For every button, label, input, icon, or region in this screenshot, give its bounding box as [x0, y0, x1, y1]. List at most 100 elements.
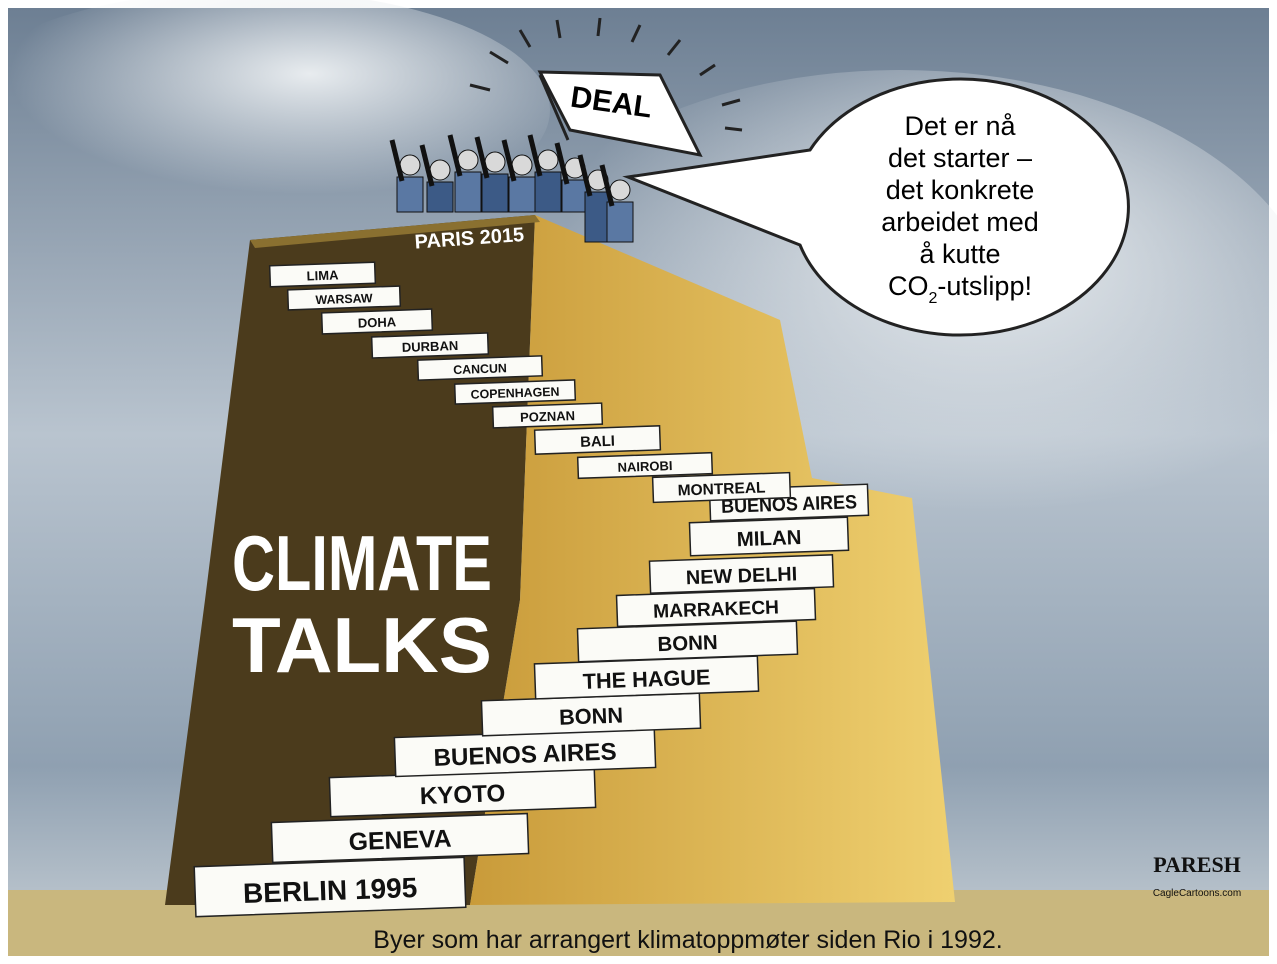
step-label: CANCUN [453, 361, 507, 377]
shine-lines [469, 17, 743, 132]
delegate-head [511, 154, 533, 176]
step-label: BALI [580, 434, 615, 451]
delegate-body [481, 173, 509, 213]
delegate-head [484, 151, 506, 173]
step: MONTREAL [651, 471, 792, 504]
step-label: MONTREAL [677, 479, 765, 499]
speech-line: CO2-utslipp! [888, 271, 1032, 307]
step-box [193, 856, 467, 918]
step-label: DOHA [358, 314, 397, 330]
cliff-top [250, 215, 540, 248]
flag: DEAL [537, 70, 703, 158]
step-box [370, 332, 490, 359]
step: KYOTO [328, 767, 597, 818]
title-line: CLIMATE [232, 519, 492, 607]
delegate-arm [501, 139, 517, 182]
step-box [416, 355, 544, 381]
credit: CagleCartoons.com [1153, 888, 1241, 899]
step-label: NAIROBI [617, 458, 672, 475]
step-label: DURBAN [402, 338, 459, 355]
step: BUENOS AIRES [393, 727, 657, 778]
step-label: THE HAGUE [582, 664, 711, 693]
step-box [491, 402, 604, 429]
step-label: BONN [657, 631, 718, 656]
delegate-body [606, 201, 634, 243]
speech-line: arbeidet med [881, 207, 1039, 237]
step: BERLIN 1995 [193, 856, 467, 918]
delegate-arm [389, 139, 405, 182]
step-label: NEW DELHI [686, 563, 798, 589]
speech-line: å kutte [919, 239, 1000, 269]
speech-co: CO [888, 271, 929, 301]
delegates [389, 134, 634, 243]
step-label: LIMA [306, 267, 339, 283]
speech-subscript: 2 [929, 290, 938, 307]
delegate-body [561, 179, 589, 213]
step: BONN [576, 620, 799, 663]
delegate-arm [419, 144, 435, 187]
signature: PARESH [1153, 852, 1241, 877]
delegate-arm [527, 134, 543, 177]
step-label: KYOTO [419, 780, 505, 810]
delegate-head [399, 154, 421, 176]
step: BONN [480, 692, 702, 737]
caption: Byer som har arrangert klimatoppmøter si… [373, 926, 1002, 954]
step-label: BERLIN 1995 [242, 872, 417, 909]
delegate-body [454, 171, 482, 213]
step-label: GENEVA [348, 826, 452, 857]
step-box [320, 308, 434, 335]
step-label: WARSAW [315, 291, 373, 307]
step-label: MILAN [736, 526, 801, 551]
step-label: POZNAN [520, 408, 575, 425]
delegate-head [429, 159, 451, 181]
step: LIMA [268, 261, 377, 288]
delegate-arm [474, 136, 490, 179]
step-label: BUENOS AIRES [433, 738, 617, 771]
step: MARRAKECH [615, 587, 817, 628]
step-box [576, 620, 799, 663]
step: NEW DELHI [648, 554, 835, 594]
step: MILAN [688, 516, 850, 557]
step: NAIROBI [576, 451, 714, 480]
cliff-left-face [165, 215, 535, 905]
step-box [533, 425, 662, 455]
delegate-arm [554, 142, 570, 185]
delegate-head [609, 179, 631, 201]
speech-line: det starter – [888, 143, 1032, 173]
step-box [576, 451, 714, 480]
step: DURBAN [370, 332, 490, 359]
speech-rest: -utslipp! [937, 271, 1032, 301]
step-box [270, 812, 530, 864]
speech-line: det konkrete [886, 175, 1035, 205]
step-box [688, 516, 850, 557]
delegate-arm [447, 134, 463, 177]
step-label: BONN [559, 702, 624, 729]
step: CANCUN [416, 355, 544, 381]
step-box [453, 379, 577, 405]
step-box [286, 285, 402, 311]
step: WARSAW [286, 285, 402, 311]
delegate-arm [599, 164, 615, 207]
step-box [651, 471, 792, 504]
step: BALI [533, 425, 662, 455]
step-label: COPENHAGEN [470, 385, 559, 402]
step: POZNAN [491, 402, 604, 429]
delegate-head [457, 149, 479, 171]
step-box [615, 587, 817, 628]
step: COPENHAGEN [453, 379, 577, 405]
step: DOHA [320, 308, 434, 335]
delegate-body [426, 181, 454, 213]
step: THE HAGUE [533, 655, 760, 700]
delegate-body [508, 176, 536, 213]
delegate-arm [577, 154, 593, 197]
speech-line: Det er nå [904, 111, 1016, 141]
delegate-body [396, 176, 424, 213]
step-box [268, 261, 377, 288]
delegate-head [537, 149, 559, 171]
title-line: TALKS [232, 601, 492, 689]
step-box [648, 554, 835, 594]
step-label: MARRAKECH [653, 597, 780, 622]
step: GENEVA [270, 812, 530, 864]
